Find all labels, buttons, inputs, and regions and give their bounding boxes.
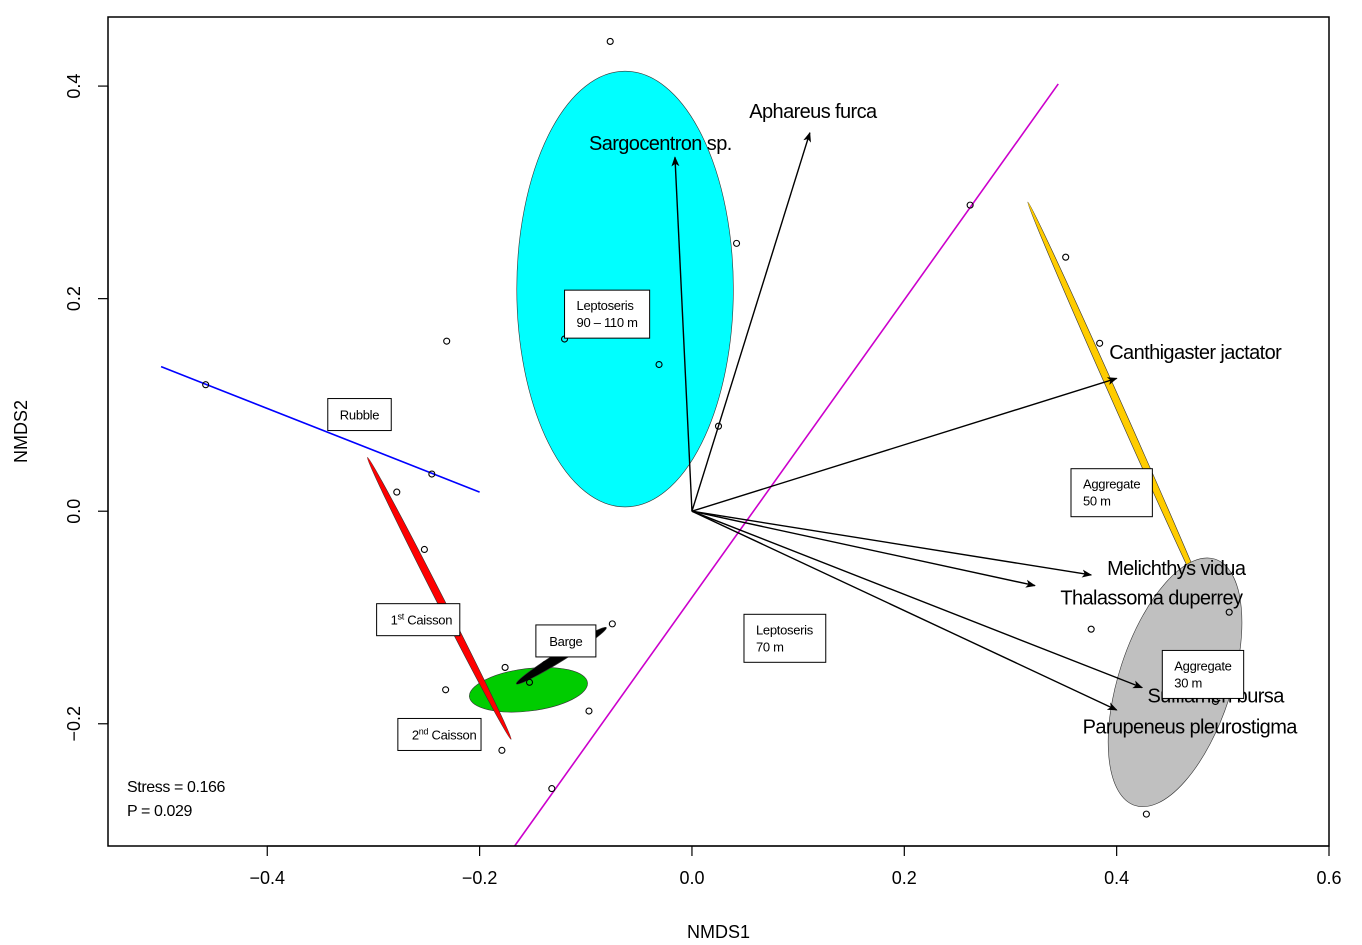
site-point bbox=[501, 663, 509, 671]
x-tick-label: 0.4 bbox=[1104, 868, 1129, 888]
species-vector-arrow bbox=[691, 131, 811, 512]
group-label-text: 1st Caisson bbox=[391, 612, 453, 628]
site-point bbox=[525, 678, 534, 686]
group-label-text: Aggregate bbox=[1083, 477, 1140, 492]
group-line-0 bbox=[160, 365, 480, 493]
group-label-text: Leptoseris bbox=[756, 622, 814, 637]
species-vector-arrow bbox=[691, 510, 1144, 689]
group-label-text: 90 – 110 m bbox=[577, 315, 638, 330]
species-vectors: Sargocentron sp. Aphareus furca Canthigast… bbox=[589, 101, 1299, 738]
species-vector-label: Parupeneus pleurostigma bbox=[1083, 716, 1299, 738]
group-label-text: 70 m bbox=[756, 639, 784, 654]
species-vector-label: Melichthys vidua bbox=[1107, 558, 1247, 580]
site-point bbox=[541, 660, 549, 668]
site-point bbox=[498, 746, 506, 754]
site-point bbox=[1062, 253, 1070, 261]
group-label-text: Leptoseris bbox=[577, 298, 635, 313]
site-point bbox=[1225, 608, 1233, 616]
site-point bbox=[585, 707, 593, 715]
group-label-text: 50 m bbox=[1083, 494, 1111, 509]
site-point bbox=[714, 422, 723, 430]
site-point bbox=[393, 488, 401, 496]
group-label-text: Barge bbox=[549, 634, 582, 649]
group-label-box: Barge bbox=[535, 624, 597, 658]
site-points bbox=[202, 37, 1233, 818]
y-tick-label: 0.2 bbox=[64, 286, 84, 311]
species-vector-arrow bbox=[691, 510, 1118, 711]
site-point bbox=[202, 381, 210, 389]
group-line-1 bbox=[513, 83, 1059, 847]
group-label-box: 2nd Caisson bbox=[397, 717, 482, 751]
site-point bbox=[655, 360, 663, 369]
site-point bbox=[548, 785, 556, 793]
site-point bbox=[966, 201, 974, 209]
species-vector-label: Aphareus furca bbox=[749, 101, 878, 123]
group-label-box: Leptoseris 70 m bbox=[743, 613, 827, 663]
group-label-frame bbox=[535, 624, 597, 658]
site-point bbox=[420, 545, 428, 554]
x-axis: −0.4 −0.2 0.0 0.2 0.4 0.6 bbox=[249, 845, 1342, 888]
species-vector-arrow bbox=[691, 510, 1093, 578]
species-vector-label: Canthigaster jactator bbox=[1109, 342, 1282, 364]
group-label-text: Aggregate bbox=[1174, 658, 1231, 673]
y-tick-label: 0.4 bbox=[64, 74, 84, 99]
group-label-box: Leptoseris 90 – 110 m bbox=[564, 289, 651, 339]
group-label-box: Aggregate 30 m bbox=[1161, 649, 1245, 699]
site-point bbox=[732, 239, 741, 247]
group-label-box: Rubble bbox=[327, 398, 392, 432]
group-label-frame bbox=[1070, 468, 1153, 518]
x-tick-label: −0.4 bbox=[249, 868, 285, 888]
group-label-text: Rubble bbox=[340, 408, 379, 423]
group-label-frame bbox=[743, 613, 827, 663]
x-axis-label: NMDS1 bbox=[687, 922, 750, 942]
group-label-box: Aggregate 50 m bbox=[1070, 468, 1153, 518]
group-labels: Leptoseris 90 – 110 m Rubble Aggregate 50 m 1… bbox=[327, 289, 1245, 751]
group-ellipse-1 bbox=[469, 667, 588, 713]
x-tick-label: −0.2 bbox=[462, 868, 498, 888]
site-point bbox=[443, 337, 451, 345]
species-vector-arrow bbox=[671, 156, 693, 512]
y-axis-label: NMDS2 bbox=[11, 400, 31, 463]
y-tick-label: −0.2 bbox=[64, 706, 84, 742]
x-tick-label: 0.6 bbox=[1316, 868, 1341, 888]
x-tick-label: 0.0 bbox=[679, 868, 704, 888]
site-point bbox=[442, 686, 450, 694]
group-label-box: 1st Caisson bbox=[376, 603, 461, 637]
species-vector-arrow bbox=[691, 377, 1118, 512]
group-ellipses bbox=[367, 70, 1243, 808]
species-vector-label: Thalassoma duperrey bbox=[1060, 588, 1243, 610]
site-point bbox=[608, 620, 616, 628]
stress-annotation: Stress = 0.166 bbox=[127, 779, 226, 796]
x-tick-label: 0.2 bbox=[892, 868, 917, 888]
site-point bbox=[428, 470, 436, 478]
y-tick-label: 0.0 bbox=[64, 499, 84, 524]
group-ellipse-3 bbox=[367, 457, 512, 740]
group-label-frame bbox=[564, 289, 651, 339]
site-point bbox=[1087, 625, 1095, 633]
group-label-frame bbox=[327, 398, 392, 432]
site-point bbox=[1142, 810, 1150, 818]
group-label-frame bbox=[397, 717, 482, 751]
p-value-annotation: P = 0.029 bbox=[127, 803, 193, 820]
group-ellipse-0 bbox=[516, 70, 734, 508]
group-label-frame bbox=[376, 603, 461, 637]
group-label-text: 2nd Caisson bbox=[412, 726, 477, 742]
species-vector-label: Sargocentron sp. bbox=[589, 133, 732, 155]
species-vector-arrow bbox=[691, 510, 1036, 588]
group-label-frame bbox=[1161, 649, 1245, 699]
group-label-text: 30 m bbox=[1174, 675, 1202, 690]
site-point bbox=[606, 37, 614, 45]
y-axis: −0.2 0.0 0.2 0.4 bbox=[64, 74, 109, 742]
site-point bbox=[1096, 339, 1104, 347]
group-lines bbox=[160, 83, 1059, 847]
